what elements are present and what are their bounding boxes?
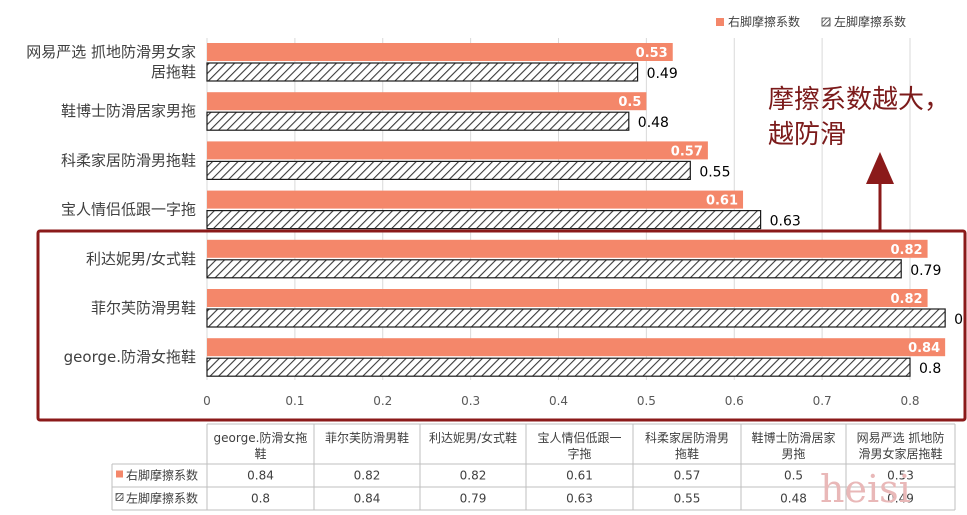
x-tick-label: 0.5 xyxy=(637,394,656,408)
table-header: 滑男女家居拖鞋 xyxy=(858,446,942,461)
table-cell: 0.63 xyxy=(566,492,593,506)
data-label-right: 0.82 xyxy=(890,292,922,307)
data-label-right: 0.53 xyxy=(636,46,668,61)
bar-left xyxy=(206,111,630,131)
watermark: heisi xyxy=(820,467,911,511)
table-header: george.防滑女拖 xyxy=(214,430,308,445)
bar-left xyxy=(206,308,946,328)
legend-label-left: 左脚摩擦系数 xyxy=(834,14,906,29)
data-label-right: 0.82 xyxy=(890,243,922,258)
category-label: 鞋博士防滑居家男拖 xyxy=(61,102,196,120)
bar-left xyxy=(206,259,902,279)
data-table: george.防滑女拖鞋 菲尔芙防滑男鞋 利达妮男/女式鞋 宝人情侣低跟一字拖 科柔家居… xyxy=(111,423,956,511)
bar-left xyxy=(206,357,911,377)
category-label: 科柔家居防滑男拖鞋 xyxy=(61,151,196,169)
table-cell: 0.5 xyxy=(784,469,803,483)
x-tick-label: 0 xyxy=(203,394,211,408)
table-cell: 0.48 xyxy=(780,492,807,506)
bar-left xyxy=(206,62,639,82)
table-cell: 0.84 xyxy=(247,469,274,483)
table-header: 拖鞋 xyxy=(675,446,699,461)
x-tick-label: 0.3 xyxy=(461,394,480,408)
bar-right xyxy=(207,141,708,160)
table-header: 鞋博士防滑居家 xyxy=(751,430,835,445)
bar-right xyxy=(207,289,928,307)
data-label-right: 0.57 xyxy=(671,144,703,159)
legend-swatch-right xyxy=(716,18,724,26)
table-cell: 0.61 xyxy=(566,469,593,483)
table-cell: 0.82 xyxy=(460,469,487,483)
data-label-right: 0.84 xyxy=(908,341,940,356)
data-label-left: 0.49 xyxy=(647,66,678,82)
legend: 右脚摩擦系数 左脚摩擦系数 xyxy=(716,14,906,29)
table-legend-swatch xyxy=(115,493,124,501)
data-label-left: 0.55 xyxy=(699,164,730,180)
table-cell: 0.57 xyxy=(674,469,701,483)
annotation-arrowhead-icon xyxy=(866,152,894,184)
x-tick-label: 0.4 xyxy=(549,394,568,408)
table-header: 鞋 xyxy=(254,446,266,461)
x-tick-label: 0.7 xyxy=(813,394,832,408)
bars: 0.53 0.49 0.5 0.480.57 0.55 0.61 0.63 0.82 0.79 0… xyxy=(206,43,967,377)
category-labels: 网易严选 抓地防滑男女家居拖鞋鞋博士防滑居家男拖科柔家居防滑男拖鞋宝人情侣低跟一… xyxy=(26,43,196,366)
highlight-box xyxy=(36,229,967,422)
table-header: 网易严选 抓地防 xyxy=(857,430,945,445)
category-label: george.防滑女拖鞋 xyxy=(64,348,196,366)
table-header: 菲尔芙防滑男鞋 xyxy=(325,430,409,445)
data-label-right: 0.5 xyxy=(618,95,641,110)
table-header: 字拖 xyxy=(567,446,591,461)
bar-left xyxy=(206,210,762,230)
table-header: 科柔家居防滑男 xyxy=(645,430,729,445)
table-cell: 0.79 xyxy=(460,492,487,506)
data-label-left: 0.79 xyxy=(910,263,941,279)
table-cell: 0.55 xyxy=(674,492,701,506)
table-legend-swatch xyxy=(116,470,123,478)
bar-right xyxy=(207,239,928,258)
data-label-right: 0.61 xyxy=(706,194,738,209)
x-tick-label: 0.1 xyxy=(285,394,304,408)
data-label-left: 0.48 xyxy=(638,115,669,131)
bar-left xyxy=(206,160,691,180)
bar-right xyxy=(207,338,946,357)
annotation: 摩擦系数越大， 越防滑 xyxy=(768,85,950,232)
legend-label-right: 右脚摩擦系数 xyxy=(728,14,800,29)
data-label-left: 0.63 xyxy=(770,214,801,230)
table-cell: 0.84 xyxy=(354,492,381,506)
table-cell: 0.82 xyxy=(354,469,381,483)
legend-swatch-left xyxy=(821,17,831,27)
table-cell: 0.8 xyxy=(251,492,270,506)
x-tick-label: 0.2 xyxy=(373,394,392,408)
x-tick-label: 0.6 xyxy=(725,394,744,408)
category-label: 菲尔芙防滑男鞋 xyxy=(91,299,196,317)
bar-right xyxy=(207,92,647,111)
table-row-label: 左脚摩擦系数 xyxy=(126,491,198,506)
annotation-line-2: 越防滑 xyxy=(768,120,846,150)
bar-right xyxy=(207,43,673,61)
category-label: 网易严选 抓地防滑男女家 xyxy=(26,43,196,61)
table-row-label: 右脚摩擦系数 xyxy=(126,468,198,483)
table-cell: 0.53 xyxy=(887,469,914,483)
category-label: 利达妮男/女式鞋 xyxy=(86,250,196,268)
table-header: 宝人情侣低跟一 xyxy=(537,430,621,445)
bar-right xyxy=(207,190,744,209)
table-header: 利达妮男/女式鞋 xyxy=(429,430,517,445)
table-cell: 0.49 xyxy=(887,492,914,506)
annotation-line-1: 摩擦系数越大， xyxy=(768,85,950,115)
category-label: 居拖鞋 xyxy=(151,63,196,81)
x-tick-label: 0.8 xyxy=(900,394,919,408)
table-header: 男拖 xyxy=(781,447,805,461)
data-label-left: 0.8 xyxy=(919,361,941,377)
x-axis-ticks: 0 0.1 0.2 0.3 0.4 0.5 0.6 0.7 0.8 xyxy=(203,394,919,408)
category-label: 宝人情侣低跟一字拖 xyxy=(61,201,196,219)
